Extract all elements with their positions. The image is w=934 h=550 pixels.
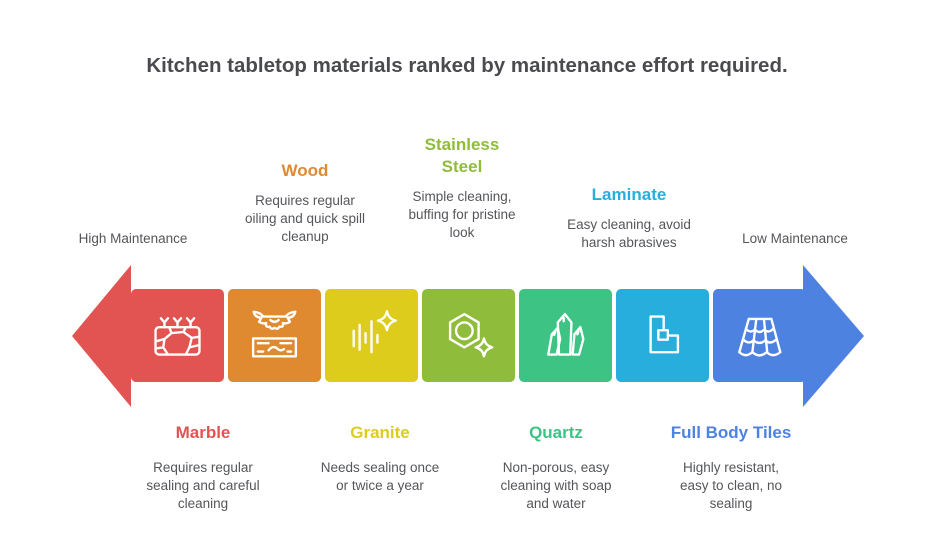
- material-square-marble: [131, 289, 224, 382]
- right-arrowhead: [803, 265, 864, 407]
- low-maintenance-label: Low Maintenance: [742, 231, 848, 246]
- label-block-marble: Marble Requires regular sealing and care…: [118, 422, 288, 513]
- material-square-laminate: [616, 289, 709, 382]
- laminate-icon: [649, 315, 680, 354]
- left-arrowhead-shape: [72, 265, 131, 407]
- stainless-steel-icon: [448, 312, 494, 358]
- material-name-quartz: Quartz: [529, 423, 583, 442]
- material-square-quartz: [519, 289, 612, 382]
- material-square-full-body-tiles: [713, 289, 806, 382]
- material-name-laminate: Laminate: [591, 185, 667, 204]
- quartz-icon: [547, 312, 585, 356]
- right-arrowhead-shape: [803, 265, 864, 407]
- left-arrowhead: [72, 265, 131, 407]
- material-desc-wood: Requires regular oiling and quick spill …: [244, 193, 366, 244]
- label-block-quartz: Quartz Non-porous, easy cleaning with so…: [471, 422, 641, 513]
- full-body-tiles-icon: [738, 317, 782, 357]
- label-block-laminate: Laminate Easy cleaning, avoid harsh abra…: [544, 184, 714, 252]
- material-square-wood: [228, 289, 321, 382]
- material-desc-quartz: Non-porous, easy cleaning with soap and …: [500, 460, 612, 511]
- material-desc-stainless-steel: Simple cleaning, buffing for pristine lo…: [408, 189, 516, 240]
- material-desc-marble: Requires regular sealing and careful cle…: [146, 460, 260, 511]
- material-name-marble: Marble: [175, 423, 231, 442]
- material-name-full-body-tiles: Full Body Tiles: [670, 423, 792, 442]
- high-maintenance-label: High Maintenance: [78, 231, 188, 246]
- label-block-granite: Granite Needs sealing once or twice a ye…: [295, 422, 465, 495]
- material-square-stainless-steel: [422, 289, 515, 382]
- material-desc-laminate: Easy cleaning, avoid harsh abrasives: [567, 217, 691, 250]
- label-block-stainless-steel: Stainless Steel Simple cleaning, buffing…: [377, 134, 547, 242]
- material-name-granite: Granite: [350, 423, 410, 442]
- page-title: Kitchen tabletop materials ranked by mai…: [146, 54, 788, 77]
- material-square-granite: [325, 289, 418, 382]
- wood-icon: [251, 310, 298, 358]
- material-desc-granite: Needs sealing once or twice a year: [320, 460, 440, 493]
- material-name-wood: Wood: [281, 161, 329, 180]
- marble-icon: [154, 317, 201, 356]
- label-block-full-body-tiles: Full Body Tiles Highly resistant, easy t…: [646, 422, 816, 513]
- granite-icon: [352, 309, 398, 354]
- material-name-stainless-steel: Stainless Steel: [424, 135, 500, 176]
- material-desc-full-body-tiles: Highly resistant, easy to clean, no seal…: [679, 460, 783, 511]
- label-block-wood: Wood Requires regular oiling and quick s…: [220, 160, 390, 246]
